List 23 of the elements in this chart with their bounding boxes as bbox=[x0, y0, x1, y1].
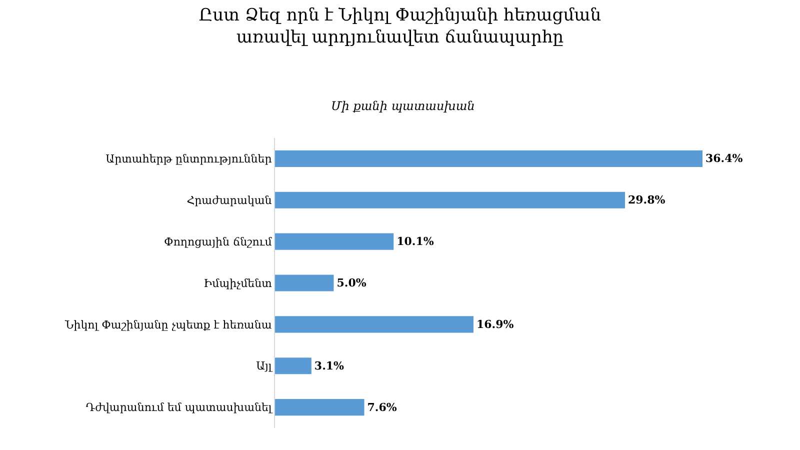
bar bbox=[275, 358, 312, 374]
bar bbox=[275, 150, 702, 167]
chart-title: Ըստ Ձեզ որն է Նիկոլ Փաշինյանի հեռացման առավել արդյունավետ ճանապարհը bbox=[198, 5, 602, 48]
data-label: 16.9% bbox=[476, 318, 514, 331]
data-label: 36.4% bbox=[706, 152, 744, 166]
data-label: 7.6% bbox=[367, 400, 398, 414]
y-tick-label: Դժվարանում եմ պատասխանել bbox=[86, 401, 274, 414]
data-label: 3.1% bbox=[314, 359, 345, 372]
bar bbox=[275, 233, 394, 250]
bar bbox=[275, 316, 474, 333]
bar bbox=[275, 274, 334, 292]
data-label: 5.0% bbox=[336, 276, 367, 290]
chart-subtitle: Մի քանի պատասխան bbox=[331, 99, 475, 113]
y-tick-label: Նիկոլ Փաշինյանը չպետք է հեռանա bbox=[64, 318, 272, 332]
y-tick-label: Այլ bbox=[256, 360, 274, 373]
y-tick-label: Փողոցային ճնշում bbox=[164, 235, 273, 248]
bar bbox=[275, 399, 364, 416]
data-label: 29.8% bbox=[628, 194, 666, 207]
data-label: 10.1% bbox=[396, 235, 434, 248]
bar bbox=[275, 192, 625, 208]
y-tick-label: Հրաժարական bbox=[186, 194, 272, 207]
y-tick-label: Արտահերթ ընտրություններ bbox=[106, 152, 272, 166]
y-tick-label: Իմպիչմենտ bbox=[204, 276, 272, 290]
